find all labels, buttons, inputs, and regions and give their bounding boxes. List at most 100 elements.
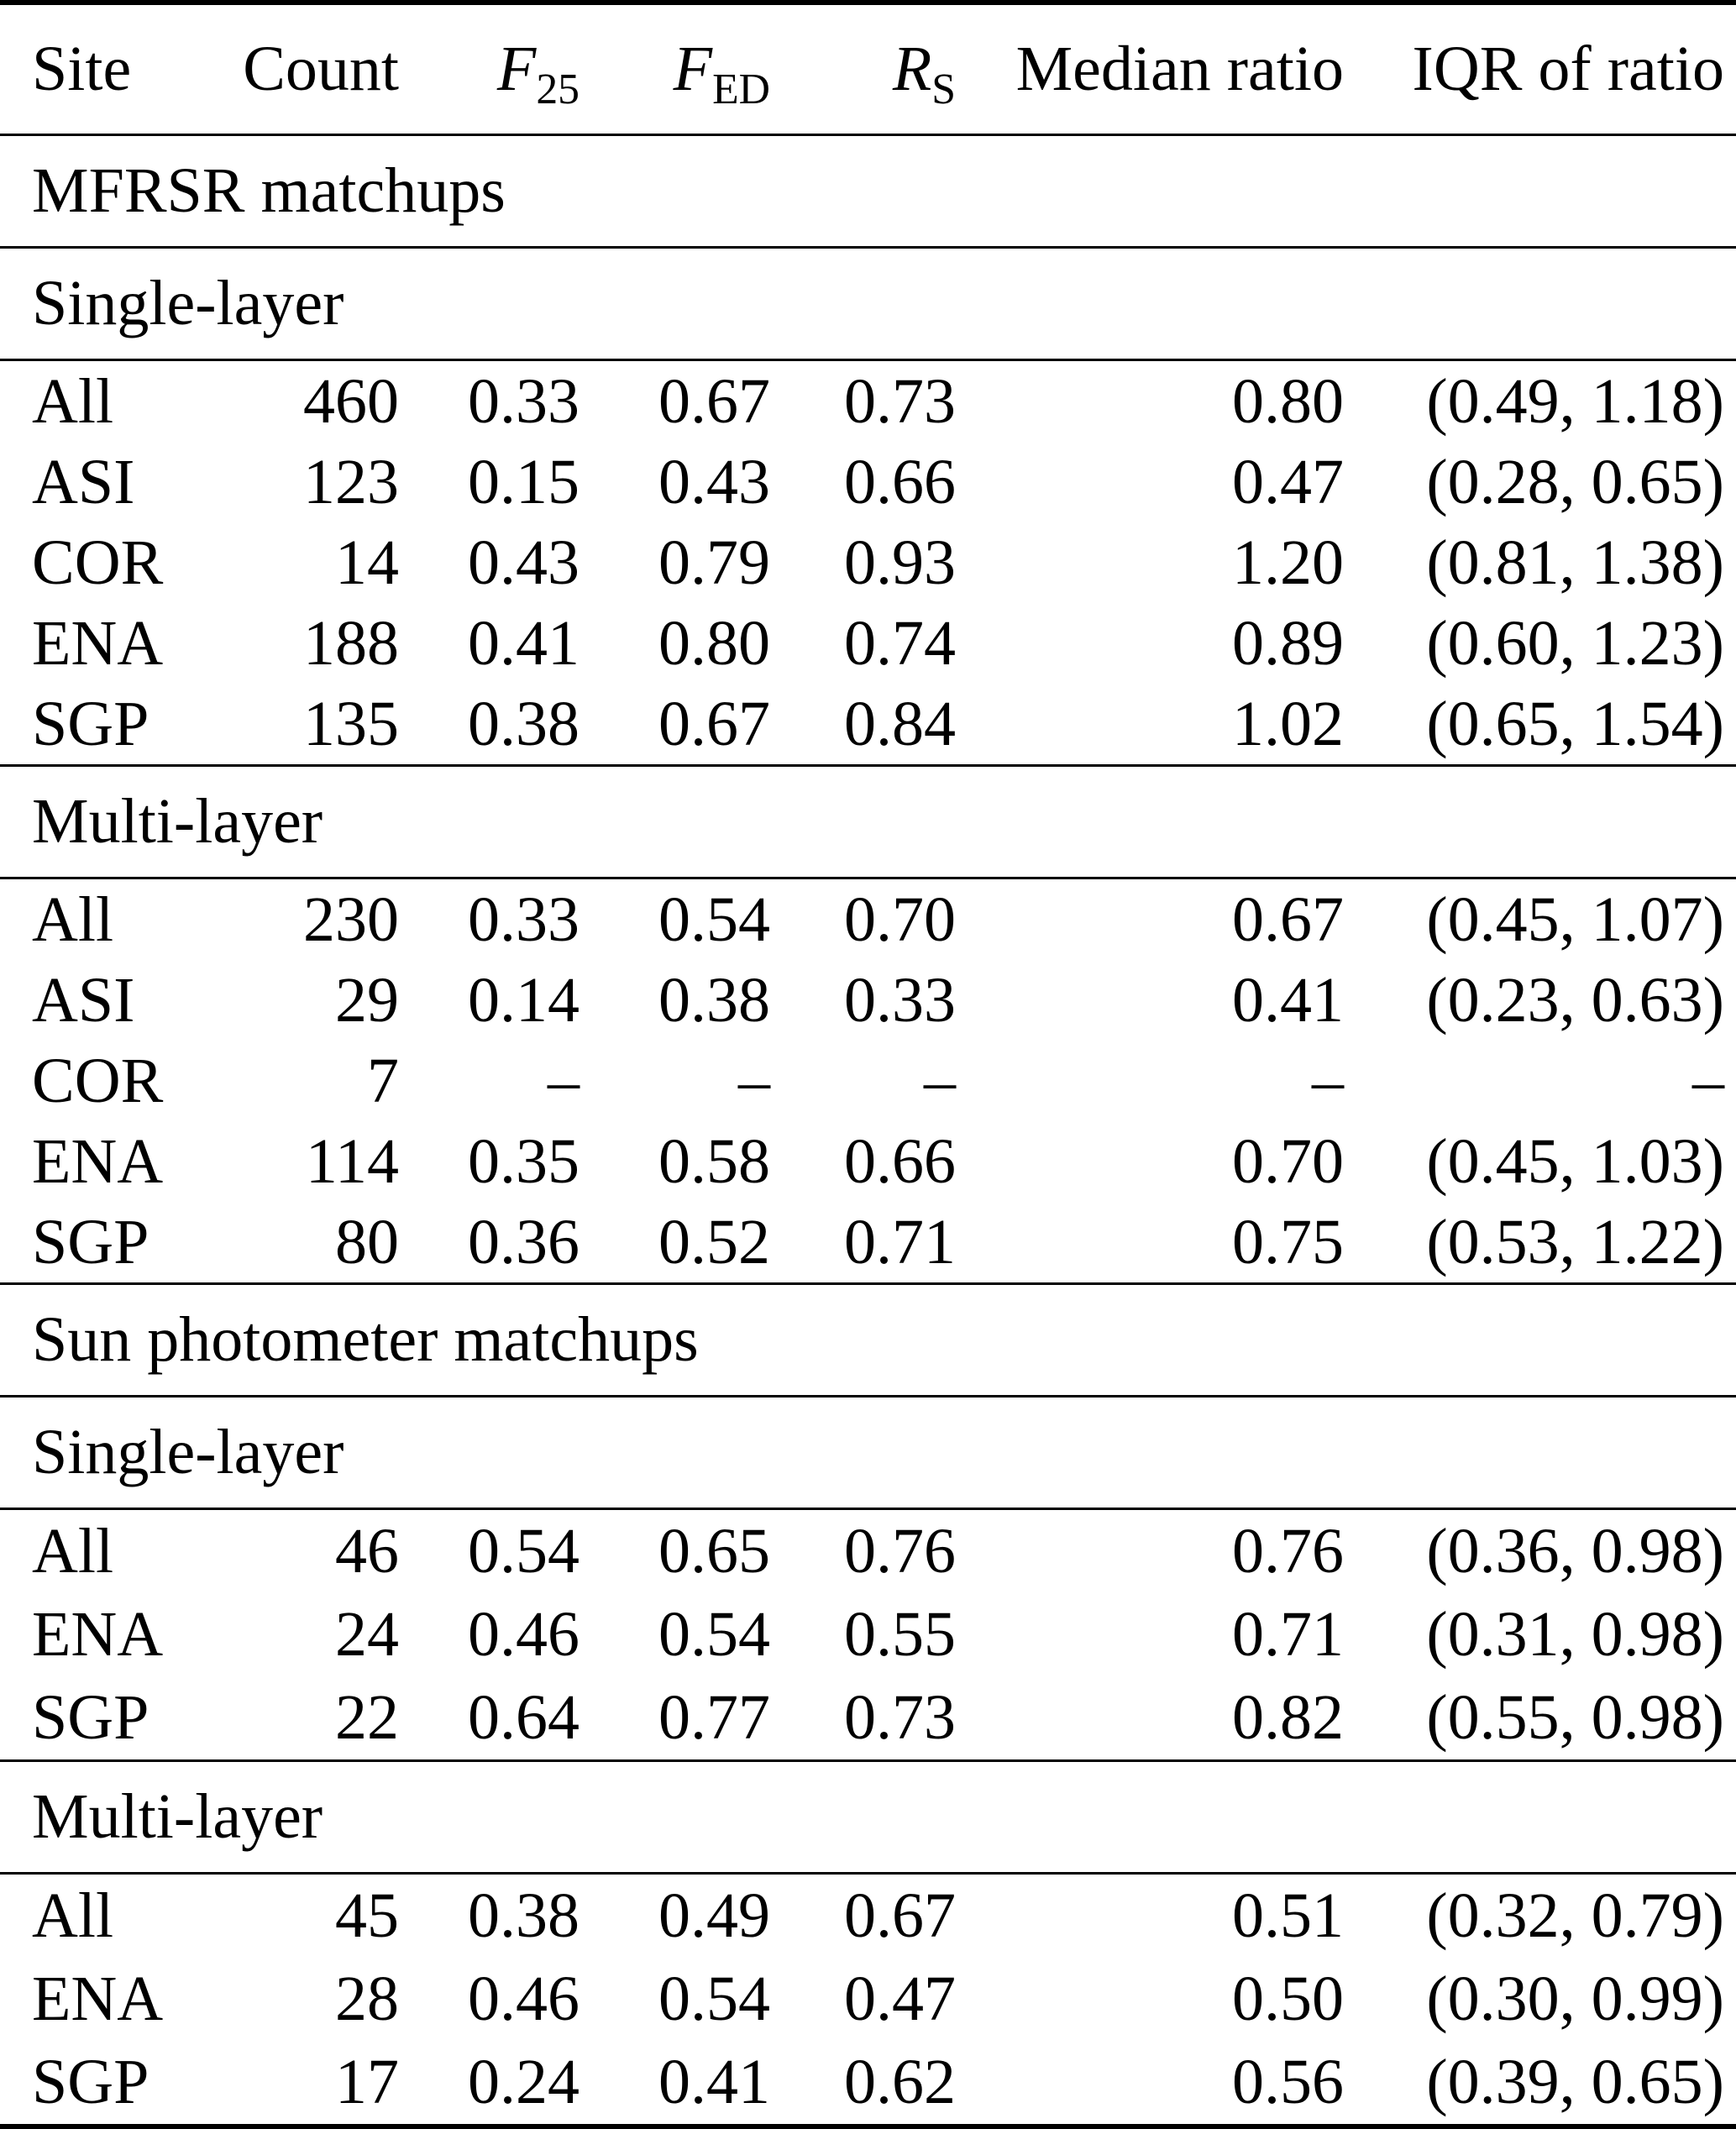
- cell-iqr: –: [1692, 1045, 1724, 1116]
- table-row: SGP 22 0.64 0.77 0.73 0.82 (0.55, 0.98): [0, 1676, 1736, 1761]
- cell-fed: 0.52: [658, 1206, 770, 1277]
- cell-site: SGP: [32, 1682, 149, 1753]
- cell-iqr: (0.49, 1.18): [1426, 365, 1724, 437]
- cell-fed: 0.43: [658, 446, 770, 517]
- cell-fed: 0.54: [658, 884, 770, 955]
- cell-f25: 0.24: [468, 2047, 580, 2117]
- cell-fed: 0.80: [658, 607, 770, 679]
- subsection-title: Single-layer: [32, 268, 344, 338]
- cell-iqr: (0.23, 0.63): [1426, 964, 1724, 1036]
- cell-median-ratio: 0.70: [1232, 1125, 1344, 1197]
- cell-iqr: (0.28, 0.65): [1426, 446, 1724, 517]
- subsection-title-row: Multi-layer: [0, 766, 1736, 878]
- table-row: All 460 0.33 0.67 0.73 0.80 (0.49, 1.18): [0, 360, 1736, 443]
- cell-f25: 0.38: [468, 688, 580, 759]
- cell-site: SGP: [32, 2047, 149, 2117]
- cell-f25: 0.64: [468, 1682, 580, 1753]
- subsection-mfrsr-single-layer: Single-layer: [0, 247, 1736, 360]
- section-title-row: MFRSR matchups: [0, 135, 1736, 248]
- cell-count: 22: [335, 1682, 399, 1753]
- cell-iqr: (0.45, 1.07): [1426, 884, 1724, 955]
- cell-median-ratio: 0.82: [1232, 1682, 1344, 1753]
- cell-rs: 0.71: [844, 1206, 956, 1277]
- column-header-site: Site: [32, 34, 132, 104]
- cell-median-ratio: 0.47: [1232, 446, 1344, 517]
- cell-iqr: (0.53, 1.22): [1426, 1206, 1724, 1277]
- cell-site: COR: [32, 1045, 164, 1116]
- subsection-title: Multi-layer: [32, 786, 323, 857]
- data-block-sun-single-layer: All 46 0.54 0.65 0.76 0.76 (0.36, 0.98) …: [0, 1508, 1736, 1761]
- cell-f25: 0.38: [468, 1880, 580, 1951]
- cell-median-ratio: 0.41: [1232, 964, 1344, 1036]
- cell-rs: –: [924, 1045, 956, 1116]
- cell-count: 123: [303, 446, 399, 517]
- cell-count: 24: [335, 1599, 399, 1670]
- subsection-sun-single-layer: Single-layer: [0, 1396, 1736, 1509]
- cell-iqr: (0.45, 1.03): [1426, 1125, 1724, 1197]
- cell-rs: 0.70: [844, 884, 956, 955]
- cell-iqr: (0.36, 0.98): [1426, 1516, 1724, 1586]
- cell-fed: 0.67: [658, 688, 770, 759]
- cell-site: ASI: [32, 964, 135, 1036]
- subsection-title-row: Single-layer: [0, 1397, 1736, 1509]
- cell-fed: 0.67: [658, 365, 770, 437]
- cell-rs: 0.76: [844, 1516, 956, 1586]
- cell-rs: 0.73: [844, 365, 956, 437]
- table-row: SGP 17 0.24 0.41 0.62 0.56 (0.39, 0.65): [0, 2041, 1736, 2126]
- cell-fed: 0.38: [658, 964, 770, 1036]
- table-header: Site Count F25 FED RS Median ratio IQR o…: [0, 3, 1736, 135]
- cell-median-ratio: 0.76: [1232, 1516, 1344, 1586]
- cell-median-ratio: 0.67: [1232, 884, 1344, 955]
- table-row: ASI 123 0.15 0.43 0.66 0.47 (0.28, 0.65): [0, 442, 1736, 522]
- header-fed-symbol: F: [673, 34, 713, 104]
- data-block-sun-multi-layer: All 45 0.38 0.49 0.67 0.51 (0.32, 0.79) …: [0, 1873, 1736, 2127]
- cell-fed: 0.41: [658, 2047, 770, 2117]
- cell-median-ratio: 0.89: [1232, 607, 1344, 679]
- table-row: SGP 80 0.36 0.52 0.71 0.75 (0.53, 1.22): [0, 1202, 1736, 1284]
- header-f25-symbol: F: [496, 34, 537, 104]
- cell-count: 45: [335, 1880, 399, 1951]
- cell-rs: 0.33: [844, 964, 956, 1036]
- cell-median-ratio: 1.20: [1232, 527, 1344, 598]
- table-row: ENA 188 0.41 0.80 0.74 0.89 (0.60, 1.23): [0, 603, 1736, 684]
- cell-rs: 0.66: [844, 1125, 956, 1197]
- cell-fed: 0.65: [658, 1516, 770, 1586]
- cell-count: 460: [303, 365, 399, 437]
- cell-f25: 0.54: [468, 1516, 580, 1586]
- subsection-mfrsr-multi-layer: Multi-layer: [0, 765, 1736, 878]
- cell-count: 14: [335, 527, 399, 598]
- cell-iqr: (0.32, 0.79): [1426, 1880, 1724, 1951]
- subsection-title: Multi-layer: [32, 1781, 323, 1852]
- cell-f25: 0.14: [468, 964, 580, 1036]
- cell-rs: 0.47: [844, 1964, 956, 2034]
- cell-f25: 0.41: [468, 607, 580, 679]
- cell-f25: 0.46: [468, 1964, 580, 2034]
- cell-count: 28: [335, 1964, 399, 2034]
- cell-site: All: [32, 1516, 114, 1586]
- cell-count: 7: [367, 1045, 399, 1116]
- cell-iqr: (0.81, 1.38): [1426, 527, 1724, 598]
- cell-count: 80: [335, 1206, 399, 1277]
- section-sun-photometer-matchups: Sun photometer matchups: [0, 1283, 1736, 1397]
- table-row: COR 14 0.43 0.79 0.93 1.20 (0.81, 1.38): [0, 522, 1736, 603]
- table-row: ASI 29 0.14 0.38 0.33 0.41 (0.23, 0.63): [0, 960, 1736, 1041]
- cell-f25: 0.43: [468, 527, 580, 598]
- table-row: All 45 0.38 0.49 0.67 0.51 (0.32, 0.79): [0, 1874, 1736, 1959]
- cell-site: SGP: [32, 1206, 149, 1277]
- column-header-rs: RS: [770, 3, 956, 135]
- cell-site: ENA: [32, 1599, 164, 1670]
- cell-fed: 0.54: [658, 1599, 770, 1670]
- cell-site: ENA: [32, 607, 164, 679]
- cell-iqr: (0.31, 0.98): [1426, 1599, 1724, 1670]
- cell-count: 188: [303, 607, 399, 679]
- cell-count: 114: [305, 1125, 399, 1197]
- cell-f25: –: [548, 1045, 580, 1116]
- table-row: SGP 135 0.38 0.67 0.84 1.02 (0.65, 1.54): [0, 684, 1736, 766]
- subsection-title: Single-layer: [32, 1417, 344, 1487]
- cell-fed: 0.79: [658, 527, 770, 598]
- column-header-iqr-of-ratio: IQR of ratio: [1412, 34, 1724, 104]
- subsection-title-row: Multi-layer: [0, 1761, 1736, 1874]
- cell-iqr: (0.65, 1.54): [1426, 688, 1724, 759]
- data-block-mfrsr-multi-layer: All 230 0.33 0.54 0.70 0.67 (0.45, 1.07)…: [0, 878, 1736, 1284]
